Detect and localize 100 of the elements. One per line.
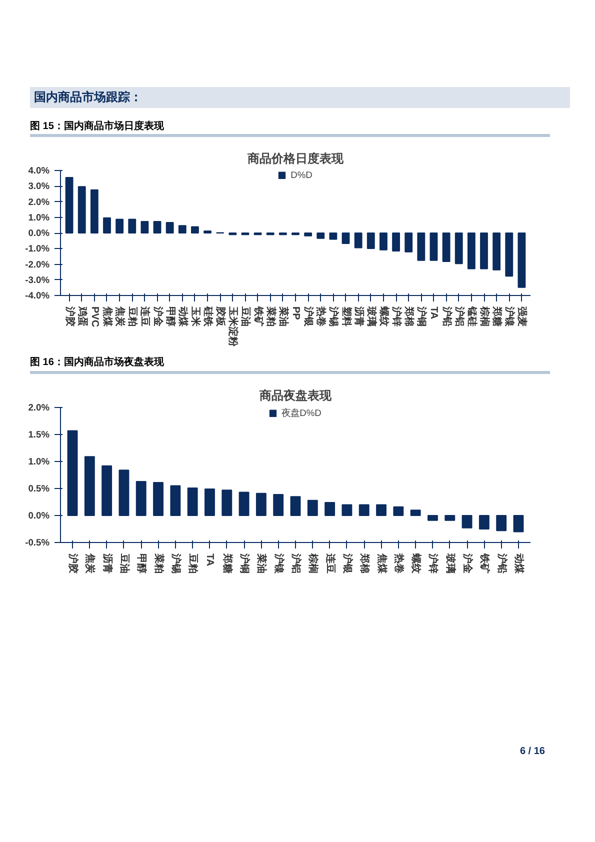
- x-tick-label: 沥青: [101, 552, 114, 574]
- y-tick-label: 1.0%: [28, 212, 50, 223]
- bar: [518, 232, 526, 288]
- x-tick-label: 豆油: [240, 306, 252, 327]
- x-tick-label: 铁矿: [252, 306, 264, 327]
- x-tick-label: 甲醇: [164, 306, 176, 327]
- bar: [430, 232, 438, 262]
- bar: [102, 465, 112, 516]
- x-tick-label: 沪锡: [328, 306, 340, 327]
- bar: [153, 221, 162, 234]
- bar: [222, 489, 232, 516]
- y-tick-label: -2.0%: [25, 260, 50, 270]
- bar: [366, 232, 375, 250]
- bar: [342, 504, 352, 516]
- x-tick-label: 豆粕: [126, 306, 139, 327]
- bar: [454, 232, 463, 265]
- bar: [78, 186, 86, 234]
- bar: [153, 482, 164, 516]
- bar: [304, 232, 312, 237]
- bar: [376, 504, 386, 516]
- x-tick-label: 菜油: [277, 306, 290, 327]
- bar: [505, 232, 514, 278]
- bar: [170, 485, 181, 516]
- x-tick-label: 焦煤: [376, 552, 388, 574]
- x-tick-label: 塑料: [340, 306, 352, 327]
- bar: [191, 226, 199, 234]
- bar: [67, 430, 78, 516]
- x-tick-label: 玉米淀粉: [227, 306, 240, 348]
- x-tick-label: 沪锡: [170, 552, 182, 574]
- bar: [358, 504, 370, 516]
- bar: [238, 491, 250, 516]
- bar: [417, 232, 426, 262]
- chart-title: 图 16：国内商品市场夜盘表现: [30, 356, 164, 370]
- bar: [324, 502, 336, 516]
- bar: [492, 232, 501, 271]
- bar: [442, 232, 450, 262]
- x-tick-label: 沪锌: [390, 306, 403, 327]
- bar: [462, 514, 472, 528]
- bar: [480, 232, 488, 270]
- bar: [392, 232, 400, 252]
- x-tick-label: 郑糖: [491, 306, 504, 327]
- x-tick-label: 动煤: [512, 552, 525, 574]
- x-tick-label: 棕榈: [307, 552, 320, 574]
- x-tick-label: 甲醇: [136, 553, 148, 574]
- x-tick-label: 沪铅: [496, 552, 508, 574]
- legend-label: 夜盘D%D: [282, 406, 322, 420]
- x-tick-label: 鸡蛋: [76, 306, 88, 327]
- x-tick-label: 锰硅: [466, 306, 478, 327]
- bar: [410, 509, 421, 516]
- bar: [204, 488, 215, 516]
- chart-subtitle: 商品夜盘表现: [258, 388, 332, 402]
- y-tick-label: -4.0%: [25, 290, 50, 301]
- x-tick-label: 强麦: [516, 306, 528, 327]
- y-tick-label: -3.0%: [25, 275, 50, 286]
- x-tick-label: 豆油: [118, 552, 130, 574]
- y-tick-label: 3.0%: [28, 182, 50, 192]
- bar: [103, 218, 111, 234]
- y-tick-label: 1.0%: [28, 456, 50, 466]
- bar: [128, 219, 136, 234]
- bar: [444, 514, 456, 521]
- x-tick-label: 热卷: [315, 306, 328, 327]
- bar: [273, 494, 284, 516]
- x-tick-label: 连豆: [324, 552, 336, 574]
- x-tick-label: 胶板: [214, 306, 227, 328]
- x-tick-label: 沪金: [462, 552, 474, 574]
- bar: [204, 230, 212, 234]
- x-tick-label: 玉米: [189, 306, 202, 328]
- x-tick-label: TA: [204, 553, 216, 566]
- x-tick-label: 沪铜: [238, 552, 251, 574]
- y-tick-label: 4.0%: [28, 166, 50, 176]
- x-tick-label: 硅铁: [202, 306, 214, 328]
- y-tick-label: 0.0%: [28, 228, 50, 238]
- bar: [380, 232, 388, 251]
- x-tick-label: 螺纹: [410, 552, 422, 574]
- x-tick-label: TA: [428, 306, 440, 320]
- x-tick-label: 棕榈: [478, 306, 491, 327]
- x-tick-label: 沪胶: [64, 306, 76, 327]
- x-tick-label: PP: [290, 306, 301, 321]
- x-tick-label: 玻璃: [365, 306, 378, 327]
- x-tick-label: 沪银: [341, 552, 354, 574]
- x-tick-label: 沪铜: [416, 306, 428, 327]
- x-tick-label: 动煤: [176, 306, 189, 328]
- x-tick-label: 沪镍: [504, 306, 516, 328]
- x-tick-label: 沪胶: [67, 552, 80, 574]
- y-tick-label: -0.5%: [25, 537, 50, 548]
- x-tick-label: 菜粕: [264, 306, 277, 327]
- text: 6 / 16: [520, 744, 545, 759]
- bar: [404, 232, 413, 253]
- chart-subtitle: 商品价格日度表现: [246, 152, 344, 166]
- x-tick-label: 沪铝: [290, 552, 302, 574]
- bar: [166, 222, 174, 234]
- x-tick-label: 郑棉: [403, 306, 416, 327]
- x-tick-label: 热卷: [392, 552, 405, 574]
- legend-label: D%D: [290, 170, 312, 180]
- bar: [496, 514, 507, 531]
- x-tick-label: 焦煤: [101, 306, 114, 328]
- x-tick-label: 沪锌: [427, 552, 440, 574]
- x-tick-label: 沪镍: [272, 552, 285, 574]
- x-tick-label: 沪铅: [440, 306, 453, 327]
- chart-title: 图 15：国内商品市场日度表现: [30, 120, 164, 134]
